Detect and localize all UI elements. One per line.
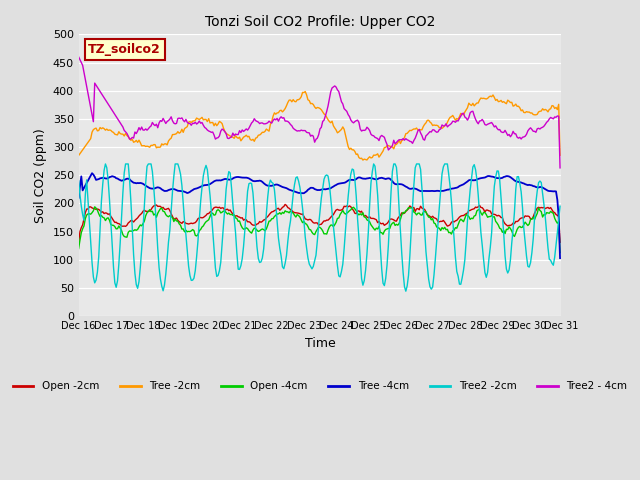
Tree2 - 4cm: [218, 126, 226, 132]
Open -4cm: [531, 216, 538, 222]
Open -4cm: [236, 218, 243, 224]
Open -4cm: [556, 250, 564, 255]
Tree -4cm: [236, 174, 243, 180]
Tree -2cm: [134, 140, 141, 145]
Line: Tree2 -2cm: Tree2 -2cm: [79, 164, 560, 291]
Text: TZ_soilco2: TZ_soilco2: [88, 43, 161, 56]
Tree2 - 4cm: [556, 165, 564, 171]
Line: Tree -4cm: Tree -4cm: [79, 173, 560, 258]
Open -4cm: [287, 208, 294, 214]
Open -4cm: [220, 208, 227, 214]
Tree2 - 4cm: [134, 128, 141, 134]
Tree -4cm: [556, 255, 564, 261]
Open -2cm: [234, 214, 242, 220]
Tree2 -2cm: [102, 161, 109, 167]
Tree2 -2cm: [556, 204, 564, 209]
Open -2cm: [531, 210, 538, 216]
Open -4cm: [244, 226, 252, 231]
Tree -2cm: [218, 120, 226, 126]
Tree2 -2cm: [135, 279, 143, 285]
Tree -2cm: [532, 112, 540, 118]
Open -4cm: [75, 246, 83, 252]
Open -2cm: [134, 215, 141, 221]
Line: Open -2cm: Open -2cm: [79, 204, 560, 243]
Open -2cm: [243, 217, 250, 223]
Open -2cm: [556, 240, 564, 245]
Tree2 -2cm: [75, 178, 83, 184]
Tree -4cm: [287, 187, 294, 193]
Tree -2cm: [243, 132, 250, 138]
Open -4cm: [91, 204, 99, 210]
Tree2 - 4cm: [75, 54, 83, 60]
Tree2 -2cm: [244, 189, 252, 194]
Open -2cm: [218, 205, 226, 211]
Tree2 - 4cm: [285, 120, 293, 126]
Open -2cm: [282, 202, 289, 207]
Y-axis label: Soil CO2 (ppm): Soil CO2 (ppm): [34, 128, 47, 223]
Line: Open -4cm: Open -4cm: [79, 207, 560, 252]
Tree2 - 4cm: [234, 132, 242, 137]
Tree2 -2cm: [287, 218, 294, 224]
Tree -4cm: [135, 180, 143, 186]
Tree -4cm: [220, 177, 227, 182]
Tree -4cm: [88, 170, 96, 176]
Tree -2cm: [75, 153, 83, 158]
Open -2cm: [75, 240, 83, 246]
Tree2 -2cm: [236, 266, 243, 272]
Legend: Open -2cm, Tree -2cm, Open -4cm, Tree -4cm, Tree2 -2cm, Tree2 - 4cm: Open -2cm, Tree -2cm, Open -4cm, Tree -4…: [8, 377, 632, 396]
Tree -4cm: [244, 175, 252, 181]
X-axis label: Time: Time: [305, 336, 335, 349]
Open -4cm: [135, 224, 143, 230]
Tree -2cm: [285, 97, 293, 103]
Tree -4cm: [531, 183, 538, 189]
Tree -2cm: [556, 152, 564, 158]
Tree2 - 4cm: [243, 126, 250, 132]
Line: Tree -2cm: Tree -2cm: [79, 92, 560, 160]
Tree -2cm: [234, 135, 242, 141]
Tree -2cm: [359, 157, 367, 163]
Title: Tonzi Soil CO2 Profile: Upper CO2: Tonzi Soil CO2 Profile: Upper CO2: [205, 15, 435, 29]
Line: Tree2 - 4cm: Tree2 - 4cm: [79, 57, 560, 168]
Tree2 -2cm: [220, 222, 227, 228]
Tree2 - 4cm: [529, 128, 537, 134]
Tree -4cm: [75, 195, 83, 201]
Open -2cm: [287, 207, 294, 213]
Tree2 -2cm: [532, 200, 540, 205]
Tree2 -2cm: [402, 288, 410, 294]
Tree -2cm: [301, 89, 309, 95]
